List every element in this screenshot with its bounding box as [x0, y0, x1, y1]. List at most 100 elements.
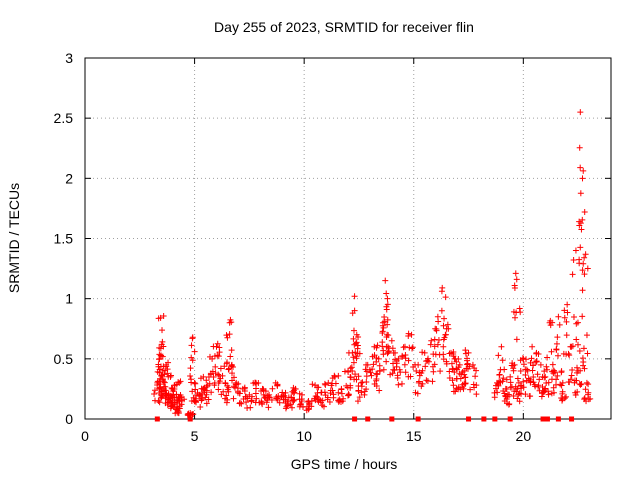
data-point — [354, 345, 361, 352]
zero-point-marker — [569, 416, 575, 422]
y-tick-label: 0.5 — [54, 351, 74, 367]
data-point — [384, 295, 391, 302]
data-point — [341, 368, 348, 375]
data-point — [577, 190, 584, 197]
data-point — [549, 319, 556, 326]
data-point — [224, 396, 231, 403]
data-point — [161, 371, 168, 378]
data-point — [203, 387, 210, 394]
data-point — [260, 391, 267, 398]
data-point — [532, 359, 539, 366]
data-point — [206, 380, 213, 387]
data-point — [503, 395, 510, 402]
data-point — [305, 398, 312, 405]
data-point — [494, 389, 501, 396]
data-point — [542, 385, 549, 392]
data-point — [402, 369, 409, 376]
data-point — [462, 374, 469, 381]
data-point — [576, 260, 583, 267]
data-point — [408, 331, 415, 338]
zero-point-marker — [466, 416, 472, 422]
data-point — [581, 254, 588, 261]
data-point — [579, 175, 586, 182]
data-point — [572, 389, 579, 396]
data-point — [529, 343, 536, 350]
data-point — [569, 343, 576, 350]
data-point — [462, 350, 469, 357]
data-point — [579, 355, 586, 362]
data-point — [206, 353, 213, 360]
data-point — [434, 341, 441, 348]
data-point — [544, 366, 551, 373]
data-point — [191, 379, 198, 386]
data-point — [532, 383, 539, 390]
axis-ticks — [84, 57, 611, 420]
data-point — [444, 321, 451, 328]
data-point — [156, 399, 163, 406]
data-point — [159, 338, 166, 345]
zero-point-marker — [187, 416, 193, 422]
data-point — [374, 342, 381, 349]
data-point — [576, 222, 583, 229]
data-point — [512, 270, 519, 277]
data-point — [226, 319, 233, 326]
data-point — [559, 379, 566, 386]
data-point — [351, 341, 358, 348]
data-point — [496, 372, 503, 379]
data-point — [466, 363, 473, 370]
data-point — [391, 367, 398, 374]
data-point — [379, 328, 386, 335]
data-point — [559, 396, 566, 403]
data-point — [361, 388, 368, 395]
data-point — [538, 393, 545, 400]
data-point — [547, 322, 554, 329]
x-tick-label: 20 — [516, 428, 532, 444]
data-point — [514, 395, 521, 402]
data-point — [500, 387, 507, 394]
data-point — [401, 361, 408, 368]
data-point — [536, 376, 543, 383]
data-point — [395, 381, 402, 388]
data-point — [544, 354, 551, 361]
data-point — [559, 397, 566, 404]
data-point — [384, 316, 391, 323]
data-point — [584, 350, 591, 357]
data-point — [462, 347, 469, 354]
data-point — [467, 386, 474, 393]
data-point — [151, 390, 158, 397]
data-point — [585, 381, 592, 388]
data-point — [155, 397, 162, 404]
data-point — [238, 400, 245, 407]
data-point — [376, 367, 383, 374]
data-point — [549, 361, 556, 368]
data-point — [347, 382, 354, 389]
data-point — [168, 372, 175, 379]
data-point — [583, 379, 590, 386]
data-point — [383, 303, 390, 310]
data-point — [159, 327, 166, 334]
data-point — [226, 331, 233, 338]
data-point — [225, 388, 232, 395]
data-point — [505, 401, 512, 408]
data-point — [253, 380, 260, 387]
data-point — [442, 294, 449, 301]
data-point — [582, 251, 589, 258]
data-point — [522, 391, 529, 398]
data-point — [385, 349, 392, 356]
data-point — [379, 339, 386, 346]
data-point — [290, 384, 297, 391]
data-point — [530, 373, 537, 380]
data-point — [315, 384, 322, 391]
data-point — [202, 394, 209, 401]
data-point — [175, 409, 182, 416]
data-point — [243, 393, 250, 400]
data-point — [358, 379, 365, 386]
data-point — [315, 398, 322, 405]
data-point — [400, 344, 407, 351]
data-point — [577, 381, 584, 388]
data-point — [320, 403, 327, 410]
data-point — [394, 374, 401, 381]
data-point — [369, 366, 376, 373]
data-point — [376, 362, 383, 369]
data-point — [550, 384, 557, 391]
